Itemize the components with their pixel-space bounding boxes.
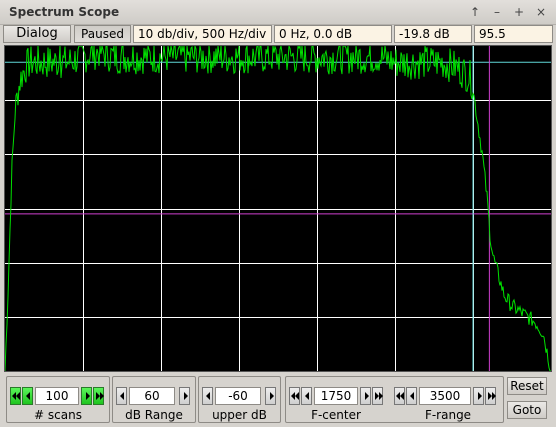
f-center-fast-decrement-button[interactable] — [289, 387, 300, 405]
f-center-label: F-center — [311, 408, 361, 422]
scans-decrement-button[interactable] — [22, 387, 33, 405]
f-range-label: F-range — [424, 408, 472, 422]
spectrum-display[interactable] — [4, 45, 552, 372]
dialog-button[interactable]: Dialog — [3, 25, 71, 43]
goto-button[interactable]: Goto — [507, 401, 547, 419]
left-arrow-icon — [305, 392, 309, 400]
double-right-arrow-icon — [96, 392, 104, 400]
db-range-group: 60 dB Range — [112, 376, 196, 423]
db-range-decrement-button[interactable] — [116, 387, 127, 405]
spectrum-plot[interactable] — [5, 46, 551, 371]
keep-above-icon[interactable]: ↑ — [469, 5, 481, 19]
left-arrow-icon — [410, 392, 414, 400]
value-readout: 95.5 — [474, 25, 553, 43]
f-range-decrement-button[interactable] — [406, 387, 417, 405]
double-left-arrow-icon — [291, 392, 299, 400]
double-right-arrow-icon — [488, 392, 496, 400]
right-arrow-icon — [184, 392, 188, 400]
window-title: Spectrum Scope — [9, 5, 120, 19]
upper-db-group: -60 upper dB — [198, 376, 281, 423]
upper-db-decrement-button[interactable] — [202, 387, 213, 405]
upper-db-label: upper dB — [212, 408, 267, 422]
right-arrow-icon — [86, 392, 90, 400]
scans-group: 100 # scans — [6, 376, 110, 423]
f-center-increment-button[interactable] — [360, 387, 371, 405]
db-range-input[interactable]: 60 — [129, 387, 175, 405]
f-range-increment-button[interactable] — [473, 387, 484, 405]
reset-button[interactable]: Reset — [507, 377, 547, 395]
left-arrow-icon — [26, 392, 30, 400]
upper-db-input[interactable]: -60 — [215, 387, 261, 405]
scans-label: # scans — [34, 408, 82, 422]
scans-increment-button[interactable] — [81, 387, 92, 405]
f-range-fast-increment-button[interactable] — [485, 387, 496, 405]
f-range-fast-decrement-button[interactable] — [394, 387, 405, 405]
db-range-label: dB Range — [125, 408, 183, 422]
maximize-icon[interactable]: + — [513, 5, 525, 19]
right-arrow-icon — [365, 392, 369, 400]
level-readout: -19.8 dB — [394, 25, 472, 43]
scans-fast-increment-button[interactable] — [93, 387, 104, 405]
double-left-arrow-icon — [396, 392, 404, 400]
f-center-decrement-button[interactable] — [301, 387, 312, 405]
left-arrow-icon — [120, 392, 124, 400]
db-range-increment-button[interactable] — [179, 387, 190, 405]
f-center-fast-increment-button[interactable] — [372, 387, 383, 405]
toolbar: Dialog Paused 10 db/div, 500 Hz/div 0 Hz… — [0, 24, 556, 44]
scans-fast-decrement-button[interactable] — [10, 387, 21, 405]
right-arrow-icon — [478, 392, 482, 400]
cursor-readout: 0 Hz, 0.0 dB — [274, 25, 392, 43]
double-right-arrow-icon — [375, 392, 383, 400]
scans-input[interactable]: 100 — [35, 387, 79, 405]
paused-button[interactable]: Paused — [74, 25, 131, 43]
control-panel: 100 # scans 60 dB Range -60 upper dB — [0, 374, 556, 427]
scale-readout: 10 db/div, 500 Hz/div — [133, 25, 272, 43]
spectrum-trace — [5, 46, 551, 371]
frequency-group: 1750 F-center 3500 F-range — [285, 376, 504, 423]
f-center-input[interactable]: 1750 — [314, 387, 358, 405]
minimize-icon[interactable]: – — [494, 5, 500, 19]
left-arrow-icon — [206, 392, 210, 400]
right-arrow-icon — [270, 392, 274, 400]
title-bar: Spectrum Scope ↑ – + × — [0, 0, 556, 25]
f-range-input[interactable]: 3500 — [419, 387, 471, 405]
double-left-arrow-icon — [12, 392, 20, 400]
close-icon[interactable]: × — [535, 5, 547, 19]
upper-db-increment-button[interactable] — [265, 387, 276, 405]
